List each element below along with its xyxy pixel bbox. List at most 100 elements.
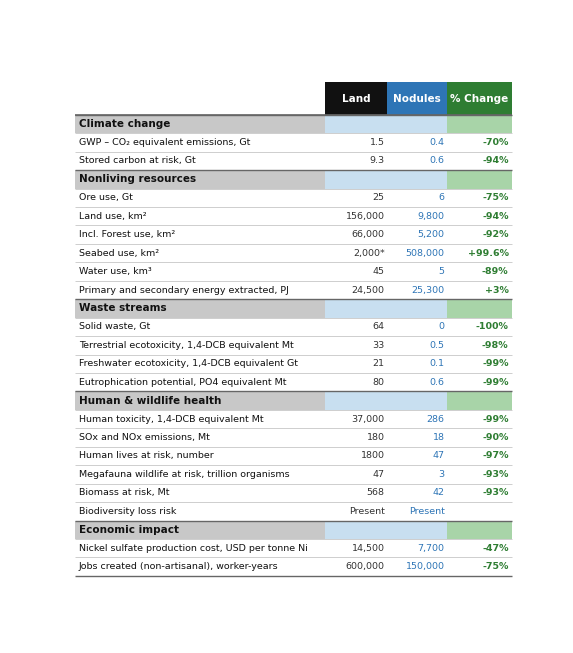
Text: -97%: -97%: [482, 451, 509, 460]
Text: Megafauna wildlife at risk, trillion organisms: Megafauna wildlife at risk, trillion org…: [79, 470, 289, 479]
Text: 9.3: 9.3: [370, 157, 384, 165]
Bar: [75, 391, 325, 410]
Text: Nickel sulfate production cost, USD per tonne Ni: Nickel sulfate production cost, USD per …: [79, 544, 308, 552]
Bar: [387, 82, 447, 115]
Text: -47%: -47%: [482, 544, 509, 552]
Text: 1800: 1800: [360, 451, 384, 460]
Text: 3: 3: [438, 470, 445, 479]
Bar: [325, 299, 387, 317]
Text: 0.1: 0.1: [430, 359, 445, 368]
Text: Stored carbon at risk, Gt: Stored carbon at risk, Gt: [79, 157, 195, 165]
Text: Human lives at risk, number: Human lives at risk, number: [79, 451, 214, 460]
Text: 0: 0: [439, 323, 445, 331]
Text: 25,300: 25,300: [411, 285, 445, 295]
Text: -90%: -90%: [482, 433, 509, 442]
Text: Nodules: Nodules: [393, 93, 441, 104]
Bar: [325, 391, 387, 410]
Text: -70%: -70%: [482, 138, 509, 147]
Bar: [387, 115, 447, 133]
Text: +3%: +3%: [485, 285, 509, 295]
Bar: [447, 520, 512, 539]
Text: 5,200: 5,200: [418, 230, 445, 239]
Bar: [75, 170, 325, 189]
Text: -94%: -94%: [482, 212, 509, 221]
Text: -75%: -75%: [482, 562, 509, 571]
Text: Primary and secondary energy extracted, PJ: Primary and secondary energy extracted, …: [79, 285, 289, 295]
Text: 45: 45: [372, 267, 384, 276]
Bar: [447, 170, 512, 189]
Text: Land use, km²: Land use, km²: [79, 212, 146, 221]
Text: 600,000: 600,000: [346, 562, 384, 571]
Text: % Change: % Change: [450, 93, 509, 104]
Bar: [387, 299, 447, 317]
Text: Human & wildlife health: Human & wildlife health: [79, 396, 221, 406]
Text: Jobs created (non-artisanal), worker-years: Jobs created (non-artisanal), worker-yea…: [79, 562, 278, 571]
Bar: [387, 170, 447, 189]
Text: Land: Land: [342, 93, 370, 104]
Text: 156,000: 156,000: [346, 212, 384, 221]
Text: 24,500: 24,500: [352, 285, 384, 295]
Text: 18: 18: [433, 433, 445, 442]
Text: -89%: -89%: [482, 267, 509, 276]
Text: Waste streams: Waste streams: [79, 304, 166, 313]
Text: Freshwater ecotoxicity, 1,4-DCB equivalent Gt: Freshwater ecotoxicity, 1,4-DCB equivale…: [79, 359, 298, 368]
Text: -92%: -92%: [482, 230, 509, 239]
Text: 5: 5: [439, 267, 445, 276]
Text: 47: 47: [433, 451, 445, 460]
Text: 14,500: 14,500: [352, 544, 384, 552]
Text: -99%: -99%: [482, 377, 509, 387]
Text: -100%: -100%: [476, 323, 509, 331]
Text: Eutrophication potential, PO4 equivalent Mt: Eutrophication potential, PO4 equivalent…: [79, 377, 286, 387]
Text: 1.5: 1.5: [370, 138, 384, 147]
Bar: [75, 115, 325, 133]
Text: -98%: -98%: [482, 341, 509, 350]
Text: 33: 33: [372, 341, 384, 350]
Text: Present: Present: [349, 507, 384, 516]
Text: -99%: -99%: [482, 359, 509, 368]
Bar: [447, 391, 512, 410]
Text: 0.4: 0.4: [430, 138, 445, 147]
Bar: [325, 82, 387, 115]
Text: -99%: -99%: [482, 415, 509, 424]
Bar: [447, 299, 512, 317]
Text: 150,000: 150,000: [406, 562, 445, 571]
Text: Economic impact: Economic impact: [79, 525, 179, 535]
Text: 6: 6: [439, 193, 445, 202]
Text: Terrestrial ecotoxicity, 1,4-DCB equivalent Mt: Terrestrial ecotoxicity, 1,4-DCB equival…: [79, 341, 293, 350]
Text: Present: Present: [409, 507, 445, 516]
Text: 7,700: 7,700: [418, 544, 445, 552]
Text: Nonliving resources: Nonliving resources: [79, 174, 196, 184]
Bar: [387, 520, 447, 539]
Text: Human toxicity, 1,4-DCB equivalent Mt: Human toxicity, 1,4-DCB equivalent Mt: [79, 415, 264, 424]
Text: GWP – CO₂ equivalent emissions, Gt: GWP – CO₂ equivalent emissions, Gt: [79, 138, 250, 147]
Text: 37,000: 37,000: [352, 415, 384, 424]
Bar: [387, 391, 447, 410]
Bar: [325, 170, 387, 189]
Text: 286: 286: [427, 415, 445, 424]
Text: -94%: -94%: [482, 157, 509, 165]
Text: Ore use, Gt: Ore use, Gt: [79, 193, 132, 202]
Text: 80: 80: [372, 377, 384, 387]
Text: Seabed use, km²: Seabed use, km²: [79, 249, 159, 258]
Text: 568: 568: [367, 488, 384, 498]
Bar: [447, 115, 512, 133]
Text: Incl. Forest use, km²: Incl. Forest use, km²: [79, 230, 175, 239]
Text: Solid waste, Gt: Solid waste, Gt: [79, 323, 150, 331]
Text: 0.5: 0.5: [430, 341, 445, 350]
Text: SOx and NOx emissions, Mt: SOx and NOx emissions, Mt: [79, 433, 210, 442]
Text: 64: 64: [372, 323, 384, 331]
Text: -93%: -93%: [482, 488, 509, 498]
Bar: [75, 520, 325, 539]
Text: 9,800: 9,800: [418, 212, 445, 221]
Text: 25: 25: [372, 193, 384, 202]
Text: -75%: -75%: [482, 193, 509, 202]
Text: Water use, km³: Water use, km³: [79, 267, 151, 276]
Text: Biodiversity loss risk: Biodiversity loss risk: [79, 507, 176, 516]
Bar: [325, 115, 387, 133]
Bar: [447, 82, 512, 115]
Text: -93%: -93%: [482, 470, 509, 479]
Text: Biomass at risk, Mt: Biomass at risk, Mt: [79, 488, 169, 498]
Text: Climate change: Climate change: [79, 119, 170, 129]
Text: 0.6: 0.6: [430, 157, 445, 165]
Text: 508,000: 508,000: [406, 249, 445, 258]
